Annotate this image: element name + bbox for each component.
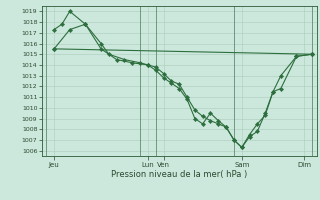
X-axis label: Pression niveau de la mer( hPa ): Pression niveau de la mer( hPa )	[111, 170, 247, 179]
